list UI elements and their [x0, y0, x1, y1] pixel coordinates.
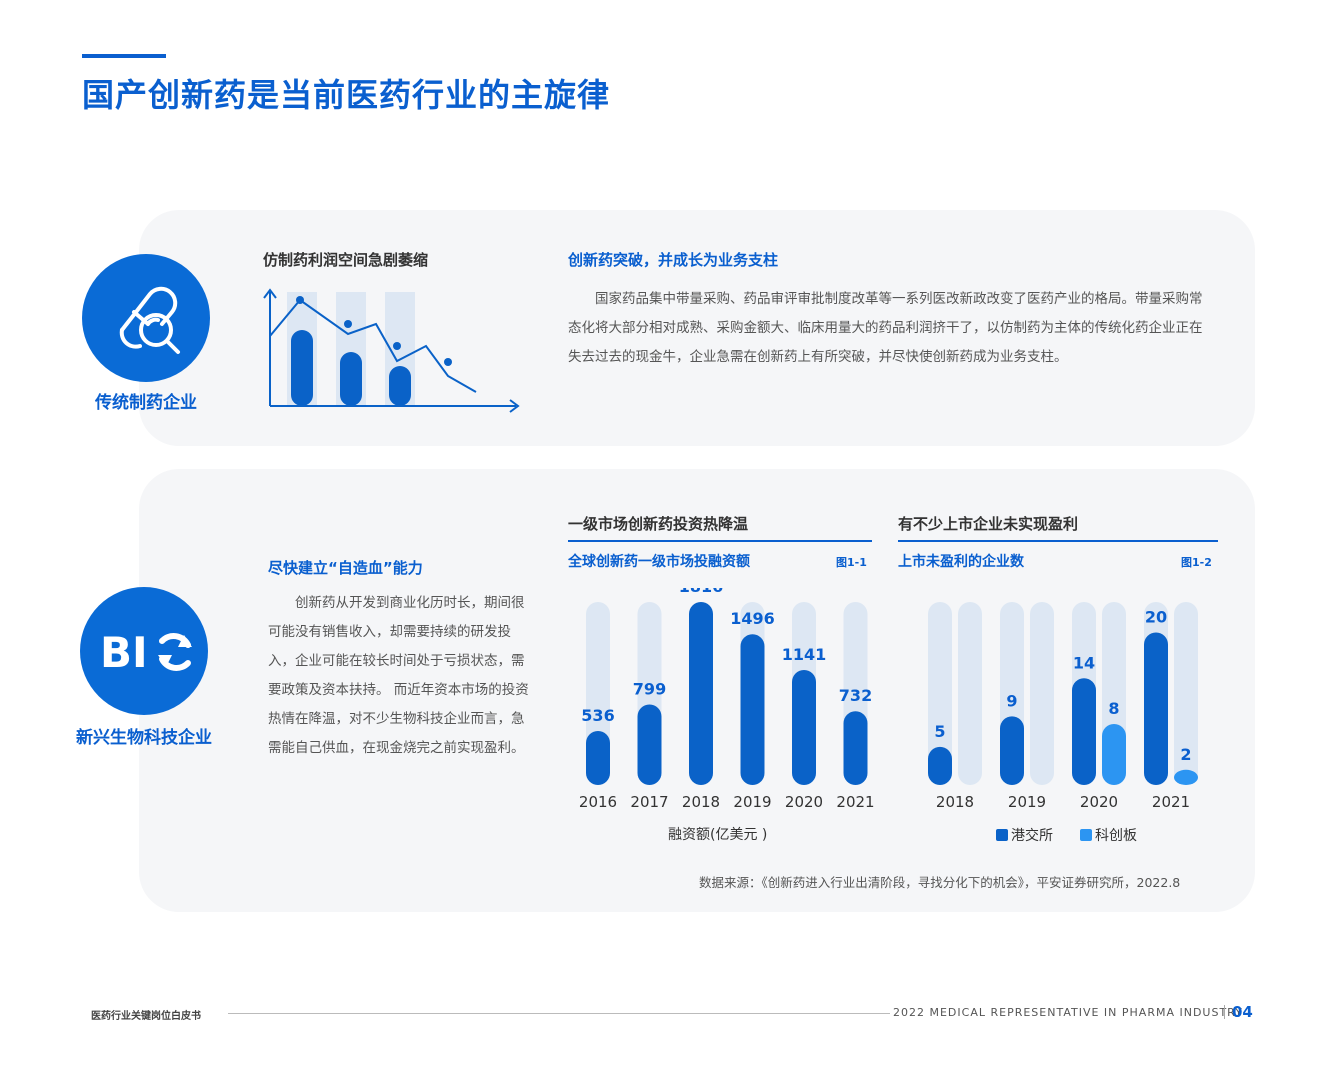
- footer-separator: [1224, 1005, 1225, 1019]
- x-tick-label: 2018: [936, 793, 974, 811]
- chart1-header-rule: [568, 540, 872, 542]
- data-label: 9: [1006, 691, 1017, 710]
- traditional-label: 传统制药企业: [95, 393, 197, 413]
- bar: [291, 330, 313, 406]
- trend-line: [269, 298, 477, 393]
- bar: [928, 746, 952, 785]
- chart2-header-rule: [898, 540, 1218, 542]
- footer-doc-title: 医药行业关键岗位白皮书: [91, 1011, 201, 1022]
- legend-star-swatch: [1080, 829, 1092, 841]
- data-label: 14: [1073, 653, 1095, 672]
- x-tick-label: 2017: [630, 793, 668, 811]
- bar: [637, 704, 662, 785]
- legend-hkex: 港交所: [996, 825, 1053, 845]
- trend-point: [296, 296, 304, 304]
- trend-point: [393, 342, 401, 350]
- legend-star-label: 科创板: [1095, 828, 1137, 844]
- data-label: 2: [1180, 745, 1191, 764]
- funding-bar-chart: 536 2016 799 2017 1816 2018 1496 2019 1141 2020 73…: [579, 588, 875, 811]
- x-tick-label: 2021: [836, 793, 874, 811]
- bar-track: [928, 602, 952, 785]
- data-label: 5: [934, 722, 945, 741]
- data-label: 799: [633, 679, 666, 698]
- pill-magnifier-icon: [119, 286, 180, 354]
- data-label: 20: [1145, 608, 1167, 627]
- legend-star: 科创板: [1080, 825, 1137, 845]
- chart1-unit-label: 融资额(亿美元 ): [668, 827, 768, 843]
- bio-logo-icon: BI: [100, 628, 192, 677]
- traditional-body: 国家药品集中带量采购、药品审评审批制度改革等一系列医改新政改变了医药产业的格局。…: [568, 291, 1203, 365]
- footer-series-title: 2022 MEDICAL REPRESENTATIVE IN PHARMA IN…: [893, 1006, 1243, 1019]
- chart2-section-title: 有不少上市企业未实现盈利: [898, 515, 1079, 533]
- traditional-heading: 创新药突破，并成长为业务支柱: [568, 251, 779, 269]
- x-tick-label: 2020: [785, 793, 823, 811]
- bio-logo-text: BI: [100, 628, 148, 677]
- data-source: 数据来源：《创新药进入行业出清阶段，寻找分化下的机会》，平安证券研究所，2022…: [699, 875, 1181, 890]
- x-axis-arrow: [509, 399, 520, 413]
- bar: [1000, 716, 1024, 785]
- legend-hkex-label: 港交所: [1011, 828, 1053, 844]
- y-axis-arrow: [263, 288, 277, 299]
- bar: [389, 366, 411, 406]
- bar-track: [1174, 602, 1198, 785]
- bar: [586, 730, 610, 785]
- x-tick-label: 2021: [1152, 793, 1190, 811]
- trend-point: [344, 320, 352, 328]
- bar: [740, 634, 765, 785]
- bar: [1144, 632, 1168, 785]
- biotech-label: 新兴生物科技企业: [76, 728, 212, 748]
- bar: [1102, 724, 1126, 785]
- chart1-section-title: 一级市场创新药投资热降温: [568, 515, 749, 533]
- x-tick-label: 2018: [682, 793, 720, 811]
- legend-hkex-swatch: [996, 829, 1008, 841]
- title-accent-bar: [82, 54, 166, 58]
- mini-chart-title: 仿制药利润空间急剧萎缩: [263, 251, 429, 269]
- x-tick-label: 2019: [733, 793, 771, 811]
- data-label: 1816: [679, 588, 724, 596]
- bar-track: [958, 602, 982, 785]
- traditional-icon-circle: [82, 254, 210, 382]
- chart1-fig-label: 图1-1: [836, 556, 867, 569]
- chart2-subtitle: 上市未盈利的企业数: [898, 554, 1024, 570]
- bar: [792, 670, 816, 785]
- page-number: 04: [1232, 1003, 1253, 1021]
- trend-point: [444, 358, 452, 366]
- biotech-icon-circle: BI: [80, 587, 208, 715]
- page-title: 国产创新药是当前医药行业的主旋律: [82, 76, 611, 114]
- bar: [843, 711, 868, 785]
- bar-track: [1030, 602, 1054, 785]
- biotech-body: 创新药从开发到商业化历时长，期间很可能没有销售收入，却需要持续的研发投入，企业可…: [268, 595, 529, 756]
- chart2-fig-label: 图1-2: [1181, 556, 1212, 569]
- bar: [689, 602, 713, 785]
- x-tick-label: 2020: [1080, 793, 1118, 811]
- biotech-heading: 尽快建立“自造血”能力: [268, 559, 423, 577]
- data-label: 732: [839, 686, 872, 705]
- chart1-subtitle: 全球创新药一级市场投融资额: [568, 554, 750, 570]
- data-label: 1496: [730, 609, 775, 628]
- footer-divider: [228, 1013, 890, 1014]
- x-tick-label: 2019: [1008, 793, 1046, 811]
- x-tick-label: 2016: [579, 793, 617, 811]
- bar: [1072, 678, 1096, 785]
- data-label: 536: [581, 706, 614, 725]
- bar: [340, 352, 362, 406]
- mini-decline-chart: [263, 288, 520, 413]
- data-label: 1141: [782, 645, 827, 664]
- bar: [1174, 769, 1198, 785]
- data-label: 8: [1108, 699, 1119, 718]
